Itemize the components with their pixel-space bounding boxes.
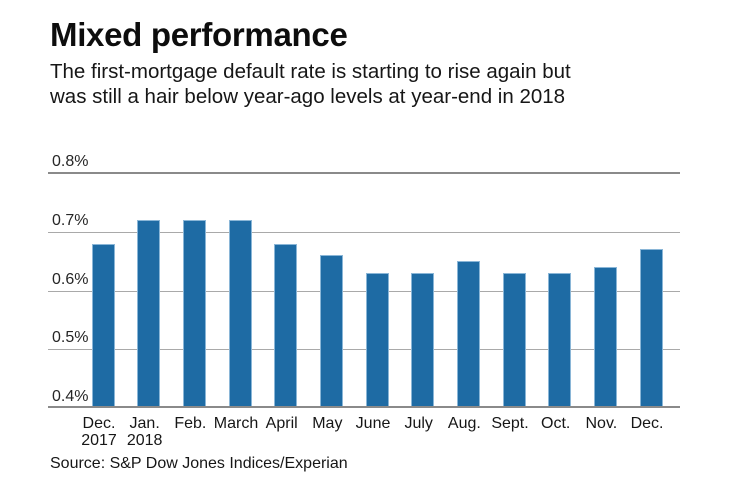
chart-title: Mixed performance bbox=[50, 16, 348, 53]
gridline bbox=[48, 172, 680, 174]
bar-feb bbox=[182, 220, 206, 408]
gridline bbox=[48, 349, 680, 351]
bar-chart: 0.8% 0.7% 0.6% 0.5% 0.4% Dec. 2017 Jan. 2018 Feb.… bbox=[48, 153, 680, 448]
chart-subtitle-line1: The first-mortgage default rate is start… bbox=[50, 60, 571, 83]
x-axis-label: Jan. 2018 bbox=[126, 415, 163, 449]
x-axis-label: Sept. bbox=[491, 415, 529, 432]
x-axis-label: Oct. bbox=[541, 415, 571, 432]
bar-may bbox=[319, 255, 343, 408]
y-axis-tick-label: 0.8% bbox=[52, 153, 89, 170]
x-axis-label: April bbox=[265, 415, 298, 432]
bar-july bbox=[411, 272, 435, 408]
bar-oct bbox=[548, 272, 572, 408]
y-axis-tick-label: 0.5% bbox=[52, 329, 89, 347]
bar-sept bbox=[502, 272, 526, 408]
x-axis-label: March bbox=[213, 415, 259, 432]
bar-march bbox=[228, 220, 252, 408]
bar-april bbox=[274, 243, 298, 408]
gridline bbox=[48, 231, 680, 233]
x-axis-label: June bbox=[355, 415, 391, 432]
x-axis-label: Dec. 2017 bbox=[81, 415, 117, 449]
bar-nov bbox=[593, 267, 617, 408]
bar-june bbox=[365, 272, 389, 408]
bar-dec bbox=[639, 249, 663, 408]
chart-subtitle-line2: was still a hair below year-ago levels a… bbox=[50, 84, 566, 108]
x-axis-label: Feb. bbox=[174, 415, 207, 432]
x-axis-label: May bbox=[312, 415, 343, 432]
bar-aug bbox=[456, 261, 480, 408]
x-axis-label: Aug. bbox=[447, 415, 481, 432]
x-axis-label: July bbox=[404, 415, 433, 432]
y-axis-tick-label: 0.7% bbox=[52, 211, 89, 229]
y-axis-tick-label: 0.4% bbox=[52, 388, 89, 405]
chart-subtitle: The first-mortgage default rate is start… bbox=[50, 60, 571, 109]
x-axis-line bbox=[48, 406, 680, 408]
y-axis-tick-label: 0.6% bbox=[52, 270, 89, 288]
gridline bbox=[48, 290, 680, 292]
bar-jan-2018 bbox=[137, 220, 161, 408]
x-axis-label: Dec. bbox=[630, 415, 664, 432]
bar-dec-2017 bbox=[91, 243, 115, 408]
x-axis-label: Nov. bbox=[585, 415, 618, 432]
source-note: Source: S&P Dow Jones Indices/Experian bbox=[50, 455, 348, 472]
